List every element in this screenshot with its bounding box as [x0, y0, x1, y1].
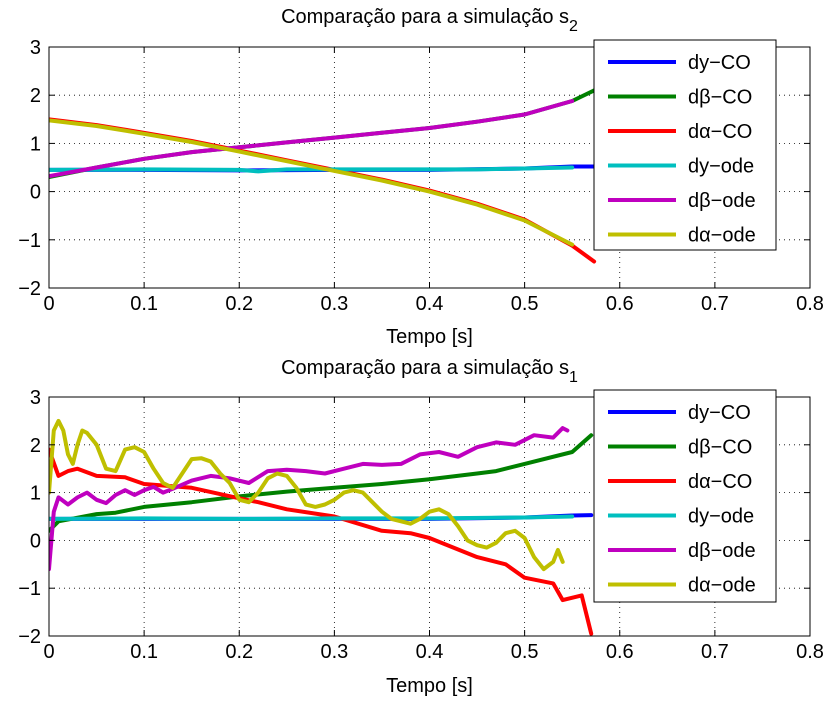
- series-line-dy−ode: [49, 165, 575, 174]
- y-tick-label: 0: [30, 182, 41, 204]
- x-tick-label: 0.2: [225, 293, 253, 315]
- y-tick-label: 1: [30, 133, 41, 155]
- legend-label: dy−CO: [688, 52, 751, 74]
- legend-label: dβ−CO: [688, 437, 752, 459]
- legend-label: dy−ode: [688, 506, 754, 528]
- legend-label: dα−ode: [688, 575, 756, 597]
- legend-label: dβ−ode: [688, 540, 756, 562]
- x-tick-label: 0.4: [416, 641, 444, 663]
- series-line-dα−ode: [49, 118, 575, 247]
- y-tick-label: −2: [18, 626, 41, 648]
- legend-box: [593, 39, 777, 251]
- y-tick-label: 3: [30, 387, 41, 409]
- x-tick-label: 0.8: [796, 641, 824, 663]
- y-tick-label: −2: [18, 278, 41, 300]
- legend-label: dβ−CO: [688, 87, 752, 109]
- x-tick-label: 0: [43, 293, 54, 315]
- x-tick-label: 0.3: [320, 641, 348, 663]
- x-axis-label: Tempo [s]: [386, 675, 473, 697]
- y-tick-label: 1: [30, 483, 41, 505]
- x-tick-label: 0.1: [130, 293, 158, 315]
- series-line-dy−ode: [49, 514, 575, 521]
- x-axis-label: Tempo [s]: [386, 326, 473, 348]
- x-tick-label: 0: [43, 641, 54, 663]
- x-tick-label: 0.6: [606, 641, 634, 663]
- chart-title: Comparação para a simulação s2: [281, 6, 578, 35]
- y-tick-label: 2: [30, 435, 41, 457]
- y-tick-label: −1: [18, 230, 41, 252]
- x-tick-label: 0.1: [130, 641, 158, 663]
- x-tick-label: 0.7: [701, 641, 729, 663]
- legend: dy−CO dβ−CO dα−CO dy−ode dβ−ode dα−ode: [593, 389, 777, 603]
- y-tick-label: 2: [30, 85, 41, 107]
- chart-title: Comparação para a simulação s1: [281, 357, 578, 386]
- legend-label: dy−ode: [688, 156, 754, 178]
- series-line-dβ−ode: [49, 426, 570, 572]
- x-tick-label: 0.3: [320, 293, 348, 315]
- series-line-dβ−CO: [49, 433, 594, 533]
- x-tick-label: 0.7: [701, 293, 729, 315]
- y-tick-label: −1: [18, 578, 41, 600]
- x-tick-label: 0.6: [606, 293, 634, 315]
- chart-panel-1: 0 0.1 0.2 0.3 0.4 0.5 0.6 0.7 0.8 3 2 1 0 −1 −2 Compara…: [18, 6, 824, 348]
- series-line-dα−ode: [49, 418, 565, 572]
- x-tick-label: 0.4: [416, 293, 444, 315]
- chart-panel-2: 0 0.1 0.2 0.3 0.4 0.5 0.6 0.7 0.8 3 2 1 0 −1 −2 Compara…: [18, 357, 824, 697]
- x-tick-label: 0.8: [796, 293, 824, 315]
- y-tick-label: 3: [30, 37, 41, 59]
- legend-label: dβ−ode: [688, 190, 756, 212]
- x-tick-label: 0.5: [511, 293, 539, 315]
- x-tick-label: 0.2: [225, 641, 253, 663]
- legend-label: dα−ode: [688, 225, 756, 247]
- legend-box: [593, 389, 777, 603]
- legend: dy−CO dβ−CO dα−CO dy−ode dβ−ode dα−ode: [593, 39, 777, 251]
- x-tick-label: 0.5: [511, 641, 539, 663]
- legend-label: dα−CO: [688, 121, 752, 143]
- series-line-dβ−ode: [49, 99, 575, 179]
- y-tick-label: 0: [30, 530, 41, 552]
- legend-label: dy−CO: [688, 402, 751, 424]
- legend-label: dα−CO: [688, 471, 752, 493]
